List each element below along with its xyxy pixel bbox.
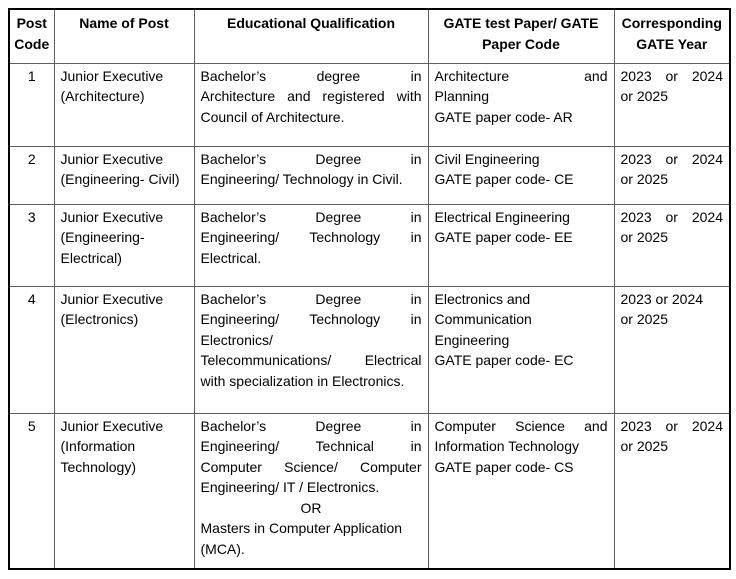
text-line: or 2025 <box>620 311 668 328</box>
text-line: or 2025 <box>620 88 668 105</box>
text-line: Engineering/ IT / Electronics. <box>200 479 380 496</box>
text-line: 2023 or 2024 <box>620 290 704 307</box>
gate-paper-cell: Civil Engineering GATE paper code- CE <box>427 145 615 205</box>
text-line: Engineering <box>434 331 510 348</box>
educational-qualification-cell: Bachelor’s degree in Architecture and reg… <box>193 62 429 147</box>
text-line: Electrical Engineering <box>434 208 570 225</box>
column-header: GATE test Paper/ GATE Paper Code <box>427 8 615 64</box>
text-line: Junior Executive <box>60 67 164 84</box>
text-line: Masters in Computer Application <box>200 520 403 537</box>
post-code-cell: 1 <box>8 62 55 147</box>
column-header: Educational Qualification <box>193 8 429 64</box>
text-line: Bachelor’s Degree in <box>200 208 422 225</box>
text-line: Architecture and registered with <box>200 88 422 105</box>
name-of-post-cell: Junior Executive (Architecture) <box>53 62 195 147</box>
name-of-post-cell: Junior Executive (Electronics) <box>53 285 195 414</box>
text-line: 2023 or 2024 <box>620 67 724 84</box>
text-line: Engineering/ Technology in Civil. <box>200 171 403 188</box>
text-line: (Engineering- Civil) <box>60 171 180 188</box>
column-header: Name of Post <box>53 8 195 64</box>
gate-paper-cell: Electrical Engineering GATE paper code- E… <box>427 203 615 287</box>
gate-year-cell: 2023 or 2024 or 2025 <box>613 412 731 570</box>
text-line: Junior Executive <box>60 208 164 225</box>
text-line: Engineering/ Technology in <box>200 311 422 328</box>
text-line: Junior Executive <box>60 290 164 307</box>
text-line: GATE paper code- EC <box>434 352 574 369</box>
post-code-cell: 3 <box>8 203 55 287</box>
text-line: Electronics/ <box>200 331 273 348</box>
name-of-post-cell: Junior Executive (Engineering- Civil) <box>53 145 195 205</box>
text-line: Computer Science and <box>434 417 608 434</box>
text-line: Information Technology <box>434 438 580 455</box>
text-line: Communication <box>434 311 532 328</box>
text-line: (Engineering- <box>60 229 145 246</box>
text-line: Planning <box>434 88 490 105</box>
text-line: Technology) <box>60 458 137 475</box>
name-of-post-cell: Junior Executive (Information Technology) <box>53 412 195 570</box>
text-line: 2023 or 2024 <box>620 417 724 434</box>
text-line: Bachelor’s Degree in <box>200 150 422 167</box>
text-line: GATE paper code- EE <box>434 229 573 246</box>
text-line: Civil Engineering <box>434 150 540 167</box>
educational-qualification-cell: Bachelor’s Degree in Engineering/ Technic… <box>193 412 429 570</box>
table-row: 5 Junior Executive (Information Technology)… <box>8 412 731 570</box>
gate-paper-cell: Computer Science and Information Technolo… <box>427 412 615 570</box>
gate-paper-cell: Architecture and Planning GATE paper code-… <box>427 62 615 147</box>
table-row: 2 Junior Executive (Engineering- Civil) Bac… <box>8 145 731 205</box>
text-line: with specialization in Electronics. <box>200 372 405 389</box>
text-line: (Architecture) <box>60 88 145 105</box>
educational-qualification-cell: Bachelor’s Degree in Engineering/ Technol… <box>193 285 429 414</box>
text-line: Computer Science/ Computer <box>200 458 422 475</box>
text-line: Junior Executive <box>60 417 164 434</box>
text-line: (MCA). <box>200 541 245 558</box>
text-line: or 2025 <box>620 229 668 246</box>
text-line: (Information <box>60 438 136 455</box>
text-line: Bachelor’s degree in <box>200 67 422 84</box>
gate-year-cell: 2023 or 2024 or 2025 <box>613 285 731 414</box>
column-header: Post Code <box>8 8 55 64</box>
text-line: OR <box>300 499 322 516</box>
text-line: or 2025 <box>620 171 668 188</box>
text-line: GATE paper code- CE <box>434 171 574 188</box>
text-line: or 2025 <box>620 438 668 455</box>
text-line: GATE paper code- AR <box>434 108 573 125</box>
text-line: Junior Executive <box>60 150 164 167</box>
gate-year-cell: 2023 or 2024 or 2025 <box>613 203 731 287</box>
table-row: 1 Junior Executive (Architecture) Bachelor’… <box>8 62 731 147</box>
text-line: Electrical) <box>60 249 122 266</box>
educational-qualification-cell: Bachelor’s Degree in Engineering/ Technol… <box>193 145 429 205</box>
name-of-post-cell: Junior Executive (Engineering- Electrical) <box>53 203 195 287</box>
text-line: GATE paper code- CS <box>434 458 574 475</box>
text-line: 2023 or 2024 <box>620 208 724 225</box>
text-line: Bachelor’s Degree in <box>200 417 422 434</box>
text-line: 2023 or 2024 <box>620 150 724 167</box>
gate-paper-cell: Electronics and Communication Engineering G… <box>427 285 615 414</box>
text-line: Telecommunications/ Electrical <box>200 352 422 369</box>
header-row: Post Code Name of Post Educational Qualifi… <box>8 8 731 64</box>
text-line: Electrical. <box>200 249 262 266</box>
gate-year-cell: 2023 or 2024 or 2025 <box>613 62 731 147</box>
post-code-cell: 5 <box>8 412 55 570</box>
posts-qualification-table: Post Code Name of Post Educational Qualifi… <box>8 8 731 570</box>
table-header: Post Code Name of Post Educational Qualifi… <box>8 8 731 64</box>
text-line: Council of Architecture. <box>200 108 345 125</box>
table-row: 3 Junior Executive (Engineering- Electrical… <box>8 203 731 287</box>
gate-year-cell: 2023 or 2024 or 2025 <box>613 145 731 205</box>
text-line: Engineering/ Technical in <box>200 438 422 455</box>
table-body: 1 Junior Executive (Architecture) Bachelor’… <box>8 62 731 570</box>
text-line: Bachelor’s Degree in <box>200 290 422 307</box>
text-line: Architecture and <box>434 67 608 84</box>
text-line: (Electronics) <box>60 311 139 328</box>
post-code-cell: 4 <box>8 285 55 414</box>
column-header: Corresponding GATE Year <box>613 8 731 64</box>
text-line: Engineering/ Technology in <box>200 229 422 246</box>
educational-qualification-cell: Bachelor’s Degree in Engineering/ Technol… <box>193 203 429 287</box>
post-code-cell: 2 <box>8 145 55 205</box>
table-row: 4 Junior Executive (Electronics) Bachelor’s… <box>8 285 731 414</box>
text-line: Electronics and <box>434 290 531 307</box>
